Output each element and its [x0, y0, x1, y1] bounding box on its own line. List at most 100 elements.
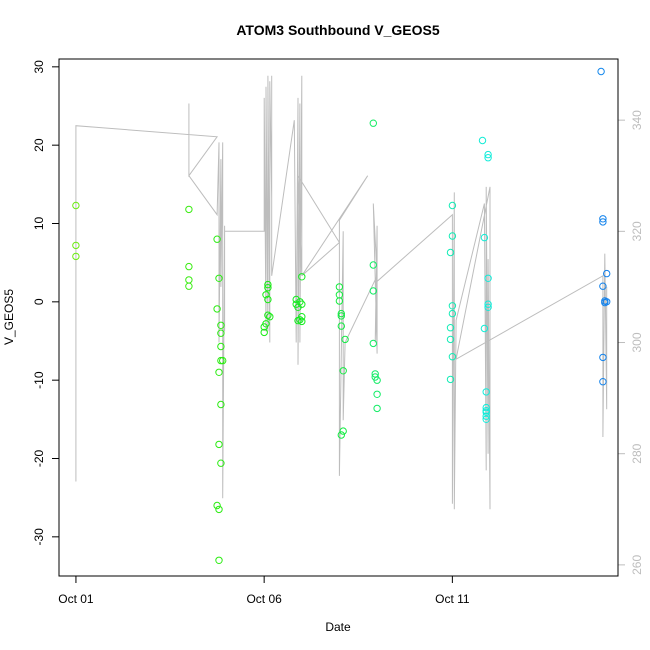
data-point [219, 356, 227, 365]
data-point [597, 67, 605, 76]
y2-tick-label: 260 [630, 555, 644, 575]
y2-tick-label: 300 [630, 332, 644, 352]
point-series [72, 67, 611, 564]
data-point [341, 335, 349, 344]
chart-title: ATOM3 Southbound V_GEOS5 [236, 22, 439, 38]
data-point [262, 291, 270, 299]
data-point [260, 328, 268, 337]
data-point [448, 309, 457, 318]
x-tick-label: Oct 01 [58, 592, 94, 606]
x-tick-label: Oct 11 [435, 592, 470, 606]
data-point [296, 298, 304, 306]
data-point [217, 342, 225, 351]
data-point [484, 300, 492, 308]
data-point [484, 150, 492, 159]
x-axis-label: Date [325, 620, 351, 634]
data-point [448, 201, 457, 210]
data-point [213, 235, 221, 243]
x-tick-label: Oct 06 [246, 592, 282, 606]
y-tick-label: -20 [32, 450, 46, 468]
data-point [262, 320, 270, 328]
data-point [482, 415, 490, 423]
data-point [215, 556, 223, 564]
data-point [335, 297, 344, 305]
data-point [448, 353, 457, 361]
data-point [339, 427, 347, 435]
data-point [292, 295, 300, 304]
y-tick-label: 20 [32, 138, 46, 152]
y-tick-label: 30 [32, 60, 46, 74]
data-point [298, 317, 306, 326]
data-point [185, 262, 193, 271]
data-point [369, 261, 377, 269]
data-point [217, 459, 225, 467]
data-point [484, 274, 492, 282]
data-point [215, 440, 223, 449]
data-point [185, 205, 193, 214]
y2-tick-label: 280 [630, 443, 644, 463]
data-point [215, 368, 223, 376]
data-point [213, 305, 221, 313]
y2-tick-label: 320 [630, 221, 644, 241]
data-point [373, 376, 381, 384]
data-point [339, 367, 347, 375]
data-point [482, 403, 490, 412]
data-point [484, 154, 492, 162]
data-point [337, 322, 345, 330]
data-point [298, 313, 306, 321]
data-point [482, 388, 490, 396]
data-point [446, 335, 455, 344]
data-point [337, 431, 345, 439]
data-point [599, 282, 607, 290]
data-point [369, 339, 377, 348]
data-point [484, 303, 492, 311]
data-point [448, 232, 457, 240]
data-point [298, 300, 306, 308]
data-point [213, 501, 221, 510]
data-point [215, 274, 223, 282]
data-point [337, 309, 345, 318]
data-point [264, 295, 272, 304]
plot-frame [58, 58, 619, 577]
data-point [217, 400, 225, 409]
data-point [480, 233, 489, 242]
data-point [482, 412, 490, 420]
data-point [482, 408, 490, 416]
data-point [373, 390, 381, 398]
data-point [373, 404, 381, 413]
data-point [72, 241, 80, 250]
data-point [335, 283, 344, 291]
data-point [446, 248, 455, 257]
data-point [478, 136, 487, 145]
y-axis-label: V_GEOS5 [2, 289, 16, 345]
data-point [72, 201, 80, 210]
data-point [599, 378, 607, 386]
data-point [185, 282, 193, 290]
data-point [599, 218, 607, 226]
data-point [603, 298, 611, 306]
data-point [446, 324, 455, 332]
data-point [599, 215, 607, 223]
data-point [264, 311, 272, 319]
data-point [480, 324, 489, 333]
data-point [217, 321, 225, 329]
data-point [264, 284, 272, 292]
y-tick-label: 0 [32, 298, 46, 305]
data-point [72, 252, 80, 261]
data-point [369, 119, 377, 127]
data-point [599, 353, 607, 362]
y-tick-label: -30 [32, 528, 46, 546]
data-point [337, 312, 345, 320]
data-point [264, 280, 272, 289]
data-point [369, 287, 377, 295]
data-point [448, 302, 457, 310]
data-point [215, 505, 223, 514]
y2-tick-label: 340 [630, 110, 644, 130]
data-point [266, 313, 274, 321]
data-point [217, 329, 225, 337]
data-point [298, 273, 306, 281]
y-tick-label: 10 [32, 217, 46, 231]
data-point [446, 375, 455, 384]
